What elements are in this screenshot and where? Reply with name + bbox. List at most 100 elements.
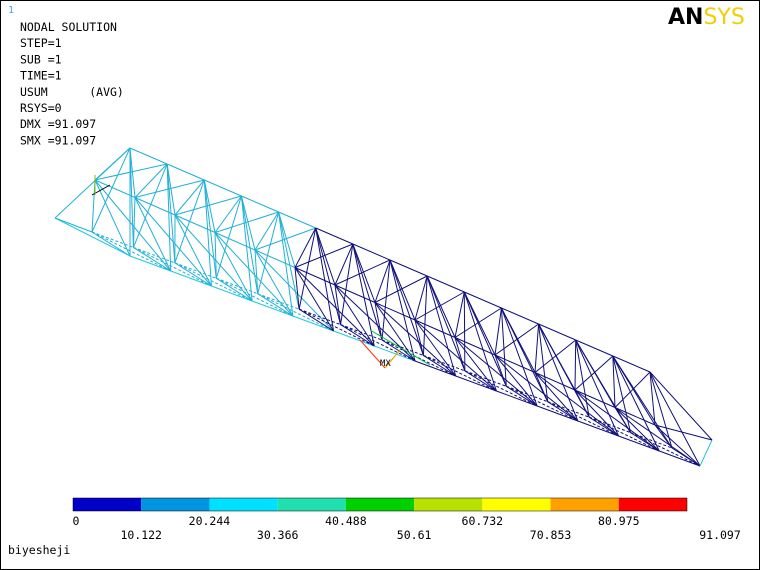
truss-member — [166, 163, 172, 272]
truss-member — [214, 232, 217, 279]
truss-member — [54, 217, 131, 257]
truss-member — [614, 371, 651, 408]
truss-member — [352, 243, 376, 303]
truss-member — [278, 211, 300, 310]
info-line: SMX =91.097 — [20, 133, 96, 147]
truss-member — [414, 275, 428, 321]
truss-member — [340, 324, 383, 341]
truss-member — [134, 197, 176, 216]
truss-member — [54, 217, 93, 233]
truss-member — [612, 355, 660, 452]
truss-member — [254, 211, 279, 251]
truss-member — [134, 179, 205, 198]
truss-member — [500, 307, 538, 407]
legend-label: 50.61 — [397, 528, 432, 542]
truss-member — [630, 432, 660, 452]
truss-member — [534, 323, 540, 373]
truss-member — [494, 354, 536, 373]
truss-member — [340, 324, 375, 347]
legend-label: 91.097 — [699, 528, 741, 542]
truss-member — [369, 329, 431, 366]
truss-member — [214, 232, 294, 317]
truss-member — [455, 375, 497, 392]
truss-member — [334, 259, 391, 286]
truss-member — [423, 355, 456, 377]
truss-member — [240, 195, 253, 302]
truss-member — [254, 249, 294, 317]
truss-member — [374, 302, 457, 377]
truss-member — [211, 285, 253, 302]
truss-member — [94, 179, 131, 257]
truss-member — [574, 389, 660, 452]
legend-label: 30.366 — [257, 528, 299, 542]
truss-member — [257, 293, 334, 332]
truss-member — [496, 390, 538, 407]
truss-member — [278, 211, 296, 268]
truss-member — [133, 246, 212, 287]
truss-member — [614, 407, 701, 467]
truss-member — [414, 360, 456, 377]
legend-frame — [72, 497, 688, 512]
truss-member — [203, 179, 217, 279]
truss-member — [659, 450, 701, 467]
truss-member — [494, 307, 502, 356]
truss-member — [129, 147, 136, 198]
truss-member — [174, 262, 212, 287]
truss-member — [374, 302, 416, 321]
legend-swatch — [618, 498, 687, 511]
info-line: STEP=1 — [20, 36, 62, 50]
truss-member — [454, 291, 465, 338]
truss-member — [426, 275, 456, 338]
truss-member — [352, 243, 383, 341]
truss-member — [129, 147, 134, 248]
truss-member — [374, 259, 391, 303]
truss-member — [257, 293, 294, 317]
contour-legend: 0 10.122 20.244 30.366 40.488 50.61 60.732 70.8… — [72, 497, 741, 542]
truss-member — [612, 355, 673, 449]
truss-member — [534, 372, 549, 402]
info-line: TIME=1 — [20, 69, 62, 83]
info-line: SUB =1 — [20, 52, 62, 66]
truss-member — [166, 163, 205, 181]
truss-member — [166, 163, 176, 263]
truss-member — [294, 267, 300, 310]
info-block: NODAL SOLUTION STEP=1 SUB =1 TIME=1 USUM (AV… — [20, 20, 124, 147]
truss-member — [501, 307, 539, 325]
truss-member — [454, 337, 497, 392]
truss-member — [464, 370, 507, 387]
legend-swatch — [550, 498, 619, 511]
truss-member — [204, 179, 242, 197]
truss-member — [574, 389, 616, 408]
truss-member — [133, 247, 171, 272]
truss-member — [654, 424, 701, 467]
truss-member — [129, 147, 168, 165]
info-line: DMX =91.097 — [20, 117, 96, 131]
truss-member — [614, 407, 631, 433]
legend-label: 60.732 — [462, 514, 504, 528]
truss-member — [588, 416, 631, 434]
truss-member — [352, 243, 375, 347]
truss-member — [203, 179, 212, 287]
truss-member — [94, 179, 172, 272]
truss-member — [91, 231, 134, 248]
truss-member — [654, 424, 673, 449]
info-line: RSYS=0 — [20, 101, 62, 115]
truss-member — [494, 354, 507, 387]
truss-member — [298, 308, 341, 326]
truss-member — [374, 275, 428, 303]
truss-member — [454, 337, 466, 371]
truss-member — [251, 300, 294, 317]
legend-swatch — [482, 498, 551, 511]
truss-member — [612, 355, 616, 408]
truss-member — [534, 372, 619, 437]
truss-member — [374, 302, 416, 362]
truss-member — [426, 275, 465, 293]
truss-member — [359, 339, 386, 369]
truss-member — [547, 401, 619, 437]
info-line: USUM (AVG) — [20, 85, 124, 99]
truss-member — [315, 227, 336, 286]
legend-swatch — [414, 498, 483, 511]
truss-member — [134, 163, 168, 198]
truss-member — [215, 195, 242, 279]
truss-member — [464, 370, 538, 407]
